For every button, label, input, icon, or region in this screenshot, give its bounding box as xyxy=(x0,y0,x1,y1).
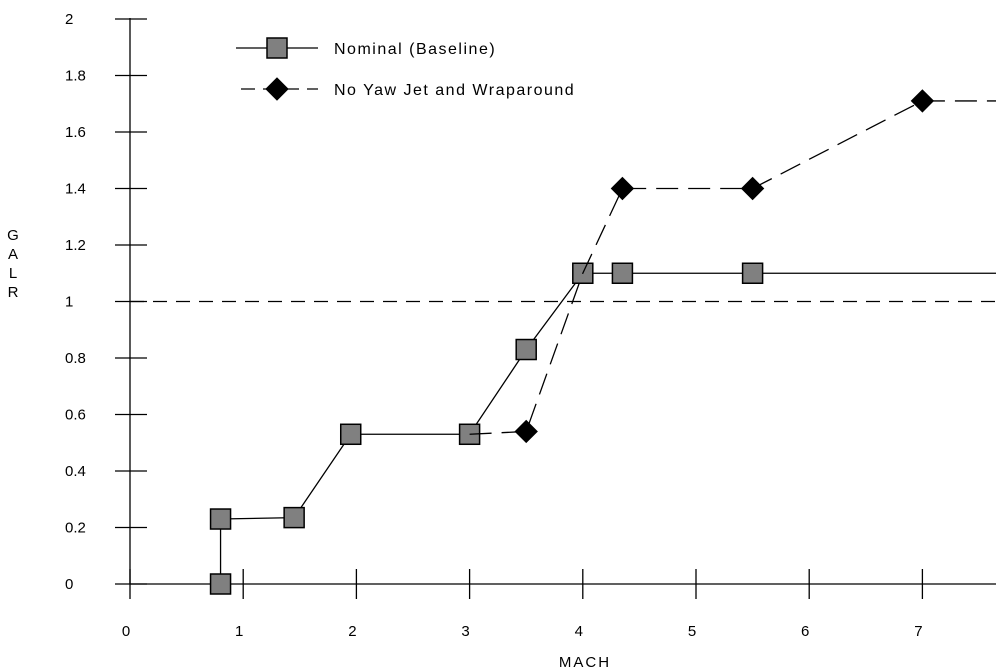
legend-label: Nominal (Baseline) xyxy=(334,41,496,58)
legend: Nominal (Baseline) No Yaw Jet and Wraparo… xyxy=(236,37,575,101)
y-tick-label: 0.4 xyxy=(65,463,86,480)
data-point xyxy=(611,262,634,284)
x-tick-label: 0 xyxy=(122,623,130,640)
data-point xyxy=(209,508,232,530)
legend-item-2: No Yaw Jet and Wraparound xyxy=(241,77,575,101)
x-tick-label: 5 xyxy=(688,623,696,640)
series-layer xyxy=(209,89,996,595)
axes xyxy=(115,18,996,599)
y-axis-title-letter: R xyxy=(8,284,21,301)
data-point xyxy=(514,419,538,444)
x-tick-label: 1 xyxy=(235,623,243,640)
data-point xyxy=(209,573,232,595)
series-2 xyxy=(469,89,996,444)
y-tick-label: 1.8 xyxy=(65,68,86,85)
legend-marker xyxy=(266,37,288,59)
x-tick-label: 2 xyxy=(348,623,356,640)
data-point xyxy=(740,176,765,201)
data-point xyxy=(339,423,362,446)
y-tick-label: 0 xyxy=(65,576,73,593)
y-axis-title-letter: L xyxy=(9,265,19,282)
series-line xyxy=(469,100,996,435)
data-point xyxy=(610,176,635,201)
x-tick-label: 3 xyxy=(461,623,469,640)
y-tick-label: 1 xyxy=(65,294,73,311)
data-point xyxy=(515,338,537,361)
data-point xyxy=(283,506,305,529)
data-point xyxy=(910,89,935,113)
x-axis-title: MACH xyxy=(559,654,611,671)
y-tick-label: 1.2 xyxy=(65,237,86,254)
x-tick-label: 7 xyxy=(914,623,922,640)
x-tick-label: 6 xyxy=(801,623,809,640)
y-tick-label: 0.2 xyxy=(65,520,86,537)
axis-labels: 0 0.2 0.4 0.6 0.8 1 1.2 1.4 1.6 1.8 2 0 1 2 3 4 5 6 7 MACH G… xyxy=(7,11,922,671)
y-tick-label: 1.4 xyxy=(65,181,86,198)
y-tick-label: 2 xyxy=(65,11,73,28)
y-tick-label: 0.8 xyxy=(65,350,86,367)
series-1 xyxy=(209,262,996,595)
legend-marker xyxy=(265,77,289,101)
legend-item-1: Nominal (Baseline) xyxy=(236,37,496,59)
y-tick-label: 0.6 xyxy=(65,407,86,424)
series-line xyxy=(219,272,996,584)
data-point xyxy=(741,262,764,284)
y-tick-label: 1.6 xyxy=(65,124,86,141)
x-tick-label: 4 xyxy=(575,623,583,640)
y-axis-title-letter: G xyxy=(7,227,21,244)
y-axis-title-letter: A xyxy=(8,246,20,263)
legend-label: No Yaw Jet and Wraparound xyxy=(334,82,575,99)
